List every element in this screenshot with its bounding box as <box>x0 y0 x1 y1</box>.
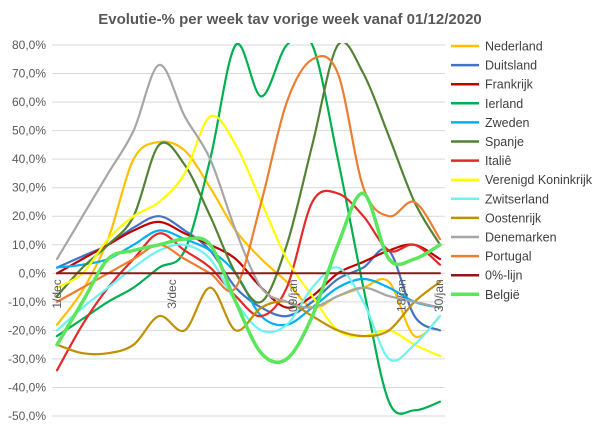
x-tick-label: 09/jan <box>286 279 300 312</box>
x-tick-label: 3/dec <box>165 279 179 308</box>
y-tick-label: 0,0% <box>19 266 47 280</box>
series-line <box>55 191 442 365</box>
series-line <box>55 63 442 309</box>
y-tick-label: -50,0% <box>8 409 46 423</box>
y-tick-label: 50,0% <box>12 124 46 138</box>
x-tick-label: 30/jan <box>432 279 446 312</box>
y-tick-label: 30,0% <box>12 181 46 195</box>
y-tick-label: 80,0% <box>12 38 46 52</box>
legend-label: Duitsland <box>485 59 537 73</box>
legend-label: Oostenrijk <box>485 211 542 225</box>
x-tick-label: 1/dec <box>50 279 64 308</box>
series-lines <box>55 43 442 415</box>
legend-label: Verenigd Koninkrijk <box>485 173 593 187</box>
x-tick-label: 18/jan <box>395 279 409 312</box>
series-line <box>55 189 442 372</box>
legend-label: Denemarken <box>485 231 557 245</box>
gridlines <box>52 44 445 417</box>
y-tick-label: 10,0% <box>12 238 46 252</box>
y-tick-label: 20,0% <box>12 209 46 223</box>
y-tick-label: 60,0% <box>12 95 46 109</box>
legend: Nederland Duitsland Frankrijk Ierland Zweden… <box>451 40 593 302</box>
y-tick-label: 40,0% <box>12 152 46 166</box>
y-tick-label: 70,0% <box>12 67 46 81</box>
legend-label: 0%-lijn <box>485 269 523 283</box>
legend-label: Zweden <box>485 116 530 130</box>
legend-label: Frankrijk <box>485 78 534 92</box>
legend-label: Nederland <box>485 40 543 54</box>
y-tick-label: -30,0% <box>8 352 46 366</box>
legend-label: België <box>485 288 520 302</box>
x-axis-ticks: 1/dec 3/dec 09/jan 18/jan 30/jan <box>50 279 446 312</box>
series-line <box>55 280 442 356</box>
y-tick-label: -40,0% <box>8 380 46 394</box>
series-line <box>55 43 442 304</box>
legend-label: Portugal <box>485 250 532 264</box>
legend-label: Ierland <box>485 97 523 111</box>
y-axis-ticks: -50,0% -40,0% -30,0% -20,0% -10,0% 0,0% 10,0% 2… <box>8 38 46 423</box>
legend-label: Spanje <box>485 135 524 149</box>
legend-label: Zwitserland <box>485 192 549 206</box>
y-tick-label: -10,0% <box>8 295 46 309</box>
chart-title: Evolutie-% per week tav vorige week vana… <box>98 11 482 28</box>
y-tick-label: -20,0% <box>8 323 46 337</box>
legend-label: Italiê <box>485 154 511 168</box>
